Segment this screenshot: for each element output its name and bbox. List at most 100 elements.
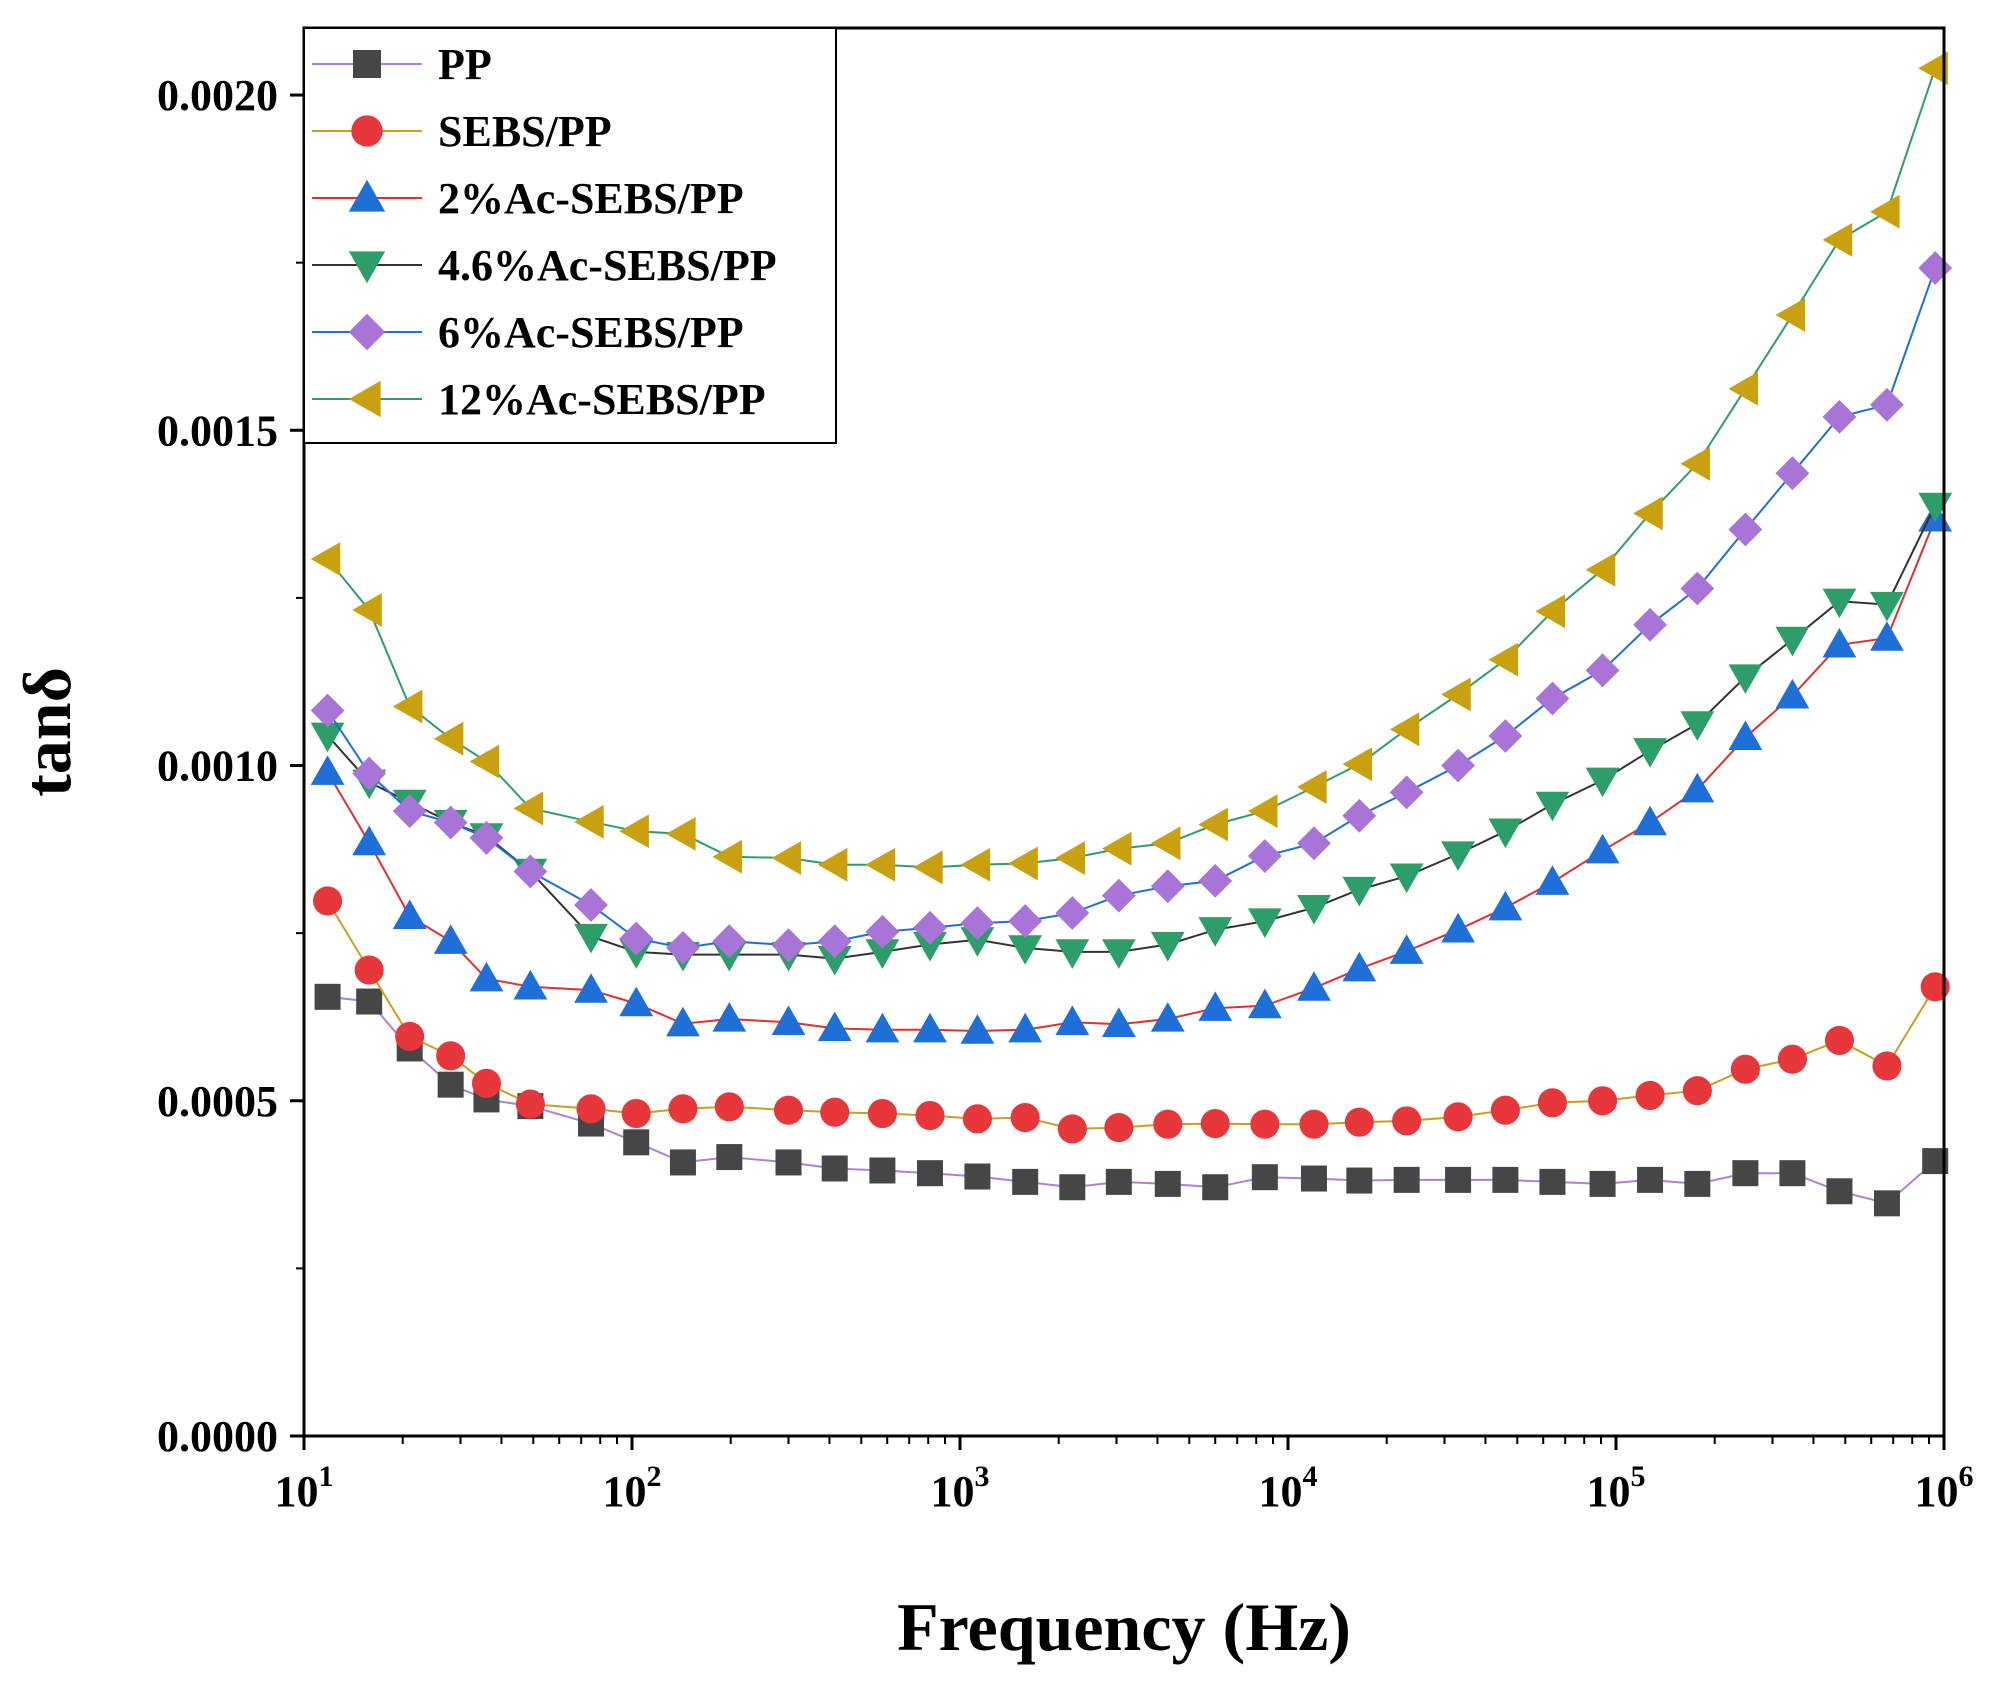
- data-point: [817, 945, 852, 976]
- data-point: [1057, 1114, 1087, 1144]
- data-point: [1441, 912, 1475, 943]
- data-point: [619, 921, 654, 956]
- x-tick-label: 104: [1259, 1460, 1318, 1516]
- data-point: [1300, 1165, 1327, 1192]
- data-point: [574, 973, 608, 1003]
- data-point: [915, 1100, 945, 1131]
- data-point: [1728, 512, 1763, 547]
- data-point: [1342, 798, 1377, 833]
- data-point: [1443, 1102, 1473, 1132]
- x-tick-label: 106: [1915, 1460, 1974, 1516]
- data-point: [771, 928, 806, 963]
- data-point: [666, 930, 700, 965]
- data-point: [1105, 1168, 1132, 1195]
- data-point: [1535, 594, 1566, 629]
- data-point: [1826, 1178, 1853, 1205]
- y-tick-label: 0.0010: [157, 742, 278, 791]
- data-point: [1585, 833, 1620, 864]
- data-point: [1202, 1174, 1229, 1201]
- legend-marker: [348, 251, 386, 284]
- data-point: [352, 593, 382, 627]
- data-point: [1824, 1025, 1855, 1055]
- data-point: [869, 1157, 896, 1184]
- data-point: [913, 910, 947, 945]
- data-point: [821, 1155, 848, 1182]
- data-point: [913, 931, 947, 962]
- series-1: [313, 886, 1950, 1144]
- data-point: [773, 1095, 804, 1125]
- data-point: [1680, 571, 1715, 606]
- data-point: [1198, 807, 1228, 842]
- legend-entry: 6%Ac-SEBS/PP: [312, 308, 744, 357]
- legend-label: PP: [438, 40, 492, 89]
- data-point: [392, 899, 427, 930]
- data-point: [1104, 1113, 1134, 1143]
- data-point: [574, 888, 608, 922]
- data-point: [1870, 387, 1904, 422]
- data-point: [1918, 251, 1953, 285]
- data-point: [865, 1012, 900, 1043]
- data-point: [354, 955, 384, 985]
- data-point: [310, 755, 345, 785]
- data-point: [817, 1011, 852, 1042]
- x-axis-title: Frequency (Hz): [897, 1589, 1351, 1665]
- data-point: [865, 847, 896, 882]
- data-point: [1633, 738, 1667, 768]
- data-point: [1247, 988, 1282, 1019]
- legend-marker: [348, 179, 386, 212]
- data-point: [865, 914, 900, 949]
- data-point: [392, 794, 427, 829]
- data-point: [1150, 869, 1185, 904]
- data-point: [913, 850, 943, 885]
- data-point: [1488, 890, 1523, 921]
- data-point: [1389, 934, 1424, 964]
- data-point: [1150, 931, 1185, 962]
- data-point: [1585, 653, 1620, 688]
- data-point: [1012, 1168, 1039, 1195]
- legend-label: 4.6%Ac-SEBS/PP: [438, 241, 777, 290]
- data-point: [1299, 1109, 1329, 1139]
- data-point: [1633, 607, 1667, 642]
- data-point: [433, 721, 464, 756]
- legend-label: SEBS/PP: [438, 107, 612, 156]
- series-0: [314, 983, 1949, 1217]
- legend-box: [303, 27, 837, 444]
- data-point: [1637, 1166, 1664, 1193]
- data-point: [352, 756, 387, 791]
- data-point: [1008, 935, 1043, 965]
- data-point: [913, 1012, 947, 1043]
- data-point: [1870, 194, 1900, 229]
- data-point: [576, 1094, 606, 1124]
- data-point: [1822, 627, 1857, 658]
- legend-label: 6%Ac-SEBS/PP: [438, 308, 744, 357]
- data-point: [1101, 878, 1136, 913]
- data-point: [1389, 775, 1424, 810]
- x-tick-label: 105: [1587, 1460, 1646, 1516]
- data-point: [1101, 1007, 1136, 1038]
- data-point: [1153, 1109, 1183, 1139]
- data-point: [1535, 791, 1570, 822]
- legend-marker: [348, 313, 386, 351]
- data-point: [619, 814, 649, 849]
- data-point: [314, 983, 341, 1010]
- data-point: [1247, 908, 1282, 938]
- data-point: [666, 1006, 700, 1037]
- data-point: [437, 1071, 464, 1098]
- data-point: [771, 841, 802, 875]
- data-point: [574, 804, 604, 839]
- data-point: [1588, 1086, 1618, 1116]
- data-point: [1779, 1160, 1806, 1187]
- data-point: [669, 1149, 696, 1176]
- legend-entry: 2%Ac-SEBS/PP: [312, 174, 744, 223]
- data-point: [666, 817, 696, 851]
- data-point: [513, 791, 544, 826]
- data-point: [1008, 1012, 1043, 1043]
- data-point: [960, 906, 995, 940]
- data-point: [436, 1041, 466, 1071]
- data-point: [1055, 939, 1090, 969]
- data-point: [1150, 826, 1181, 861]
- data-point: [1342, 951, 1377, 982]
- data-point: [1822, 222, 1853, 257]
- data-point: [1920, 972, 1950, 1002]
- data-point: [1392, 1106, 1422, 1136]
